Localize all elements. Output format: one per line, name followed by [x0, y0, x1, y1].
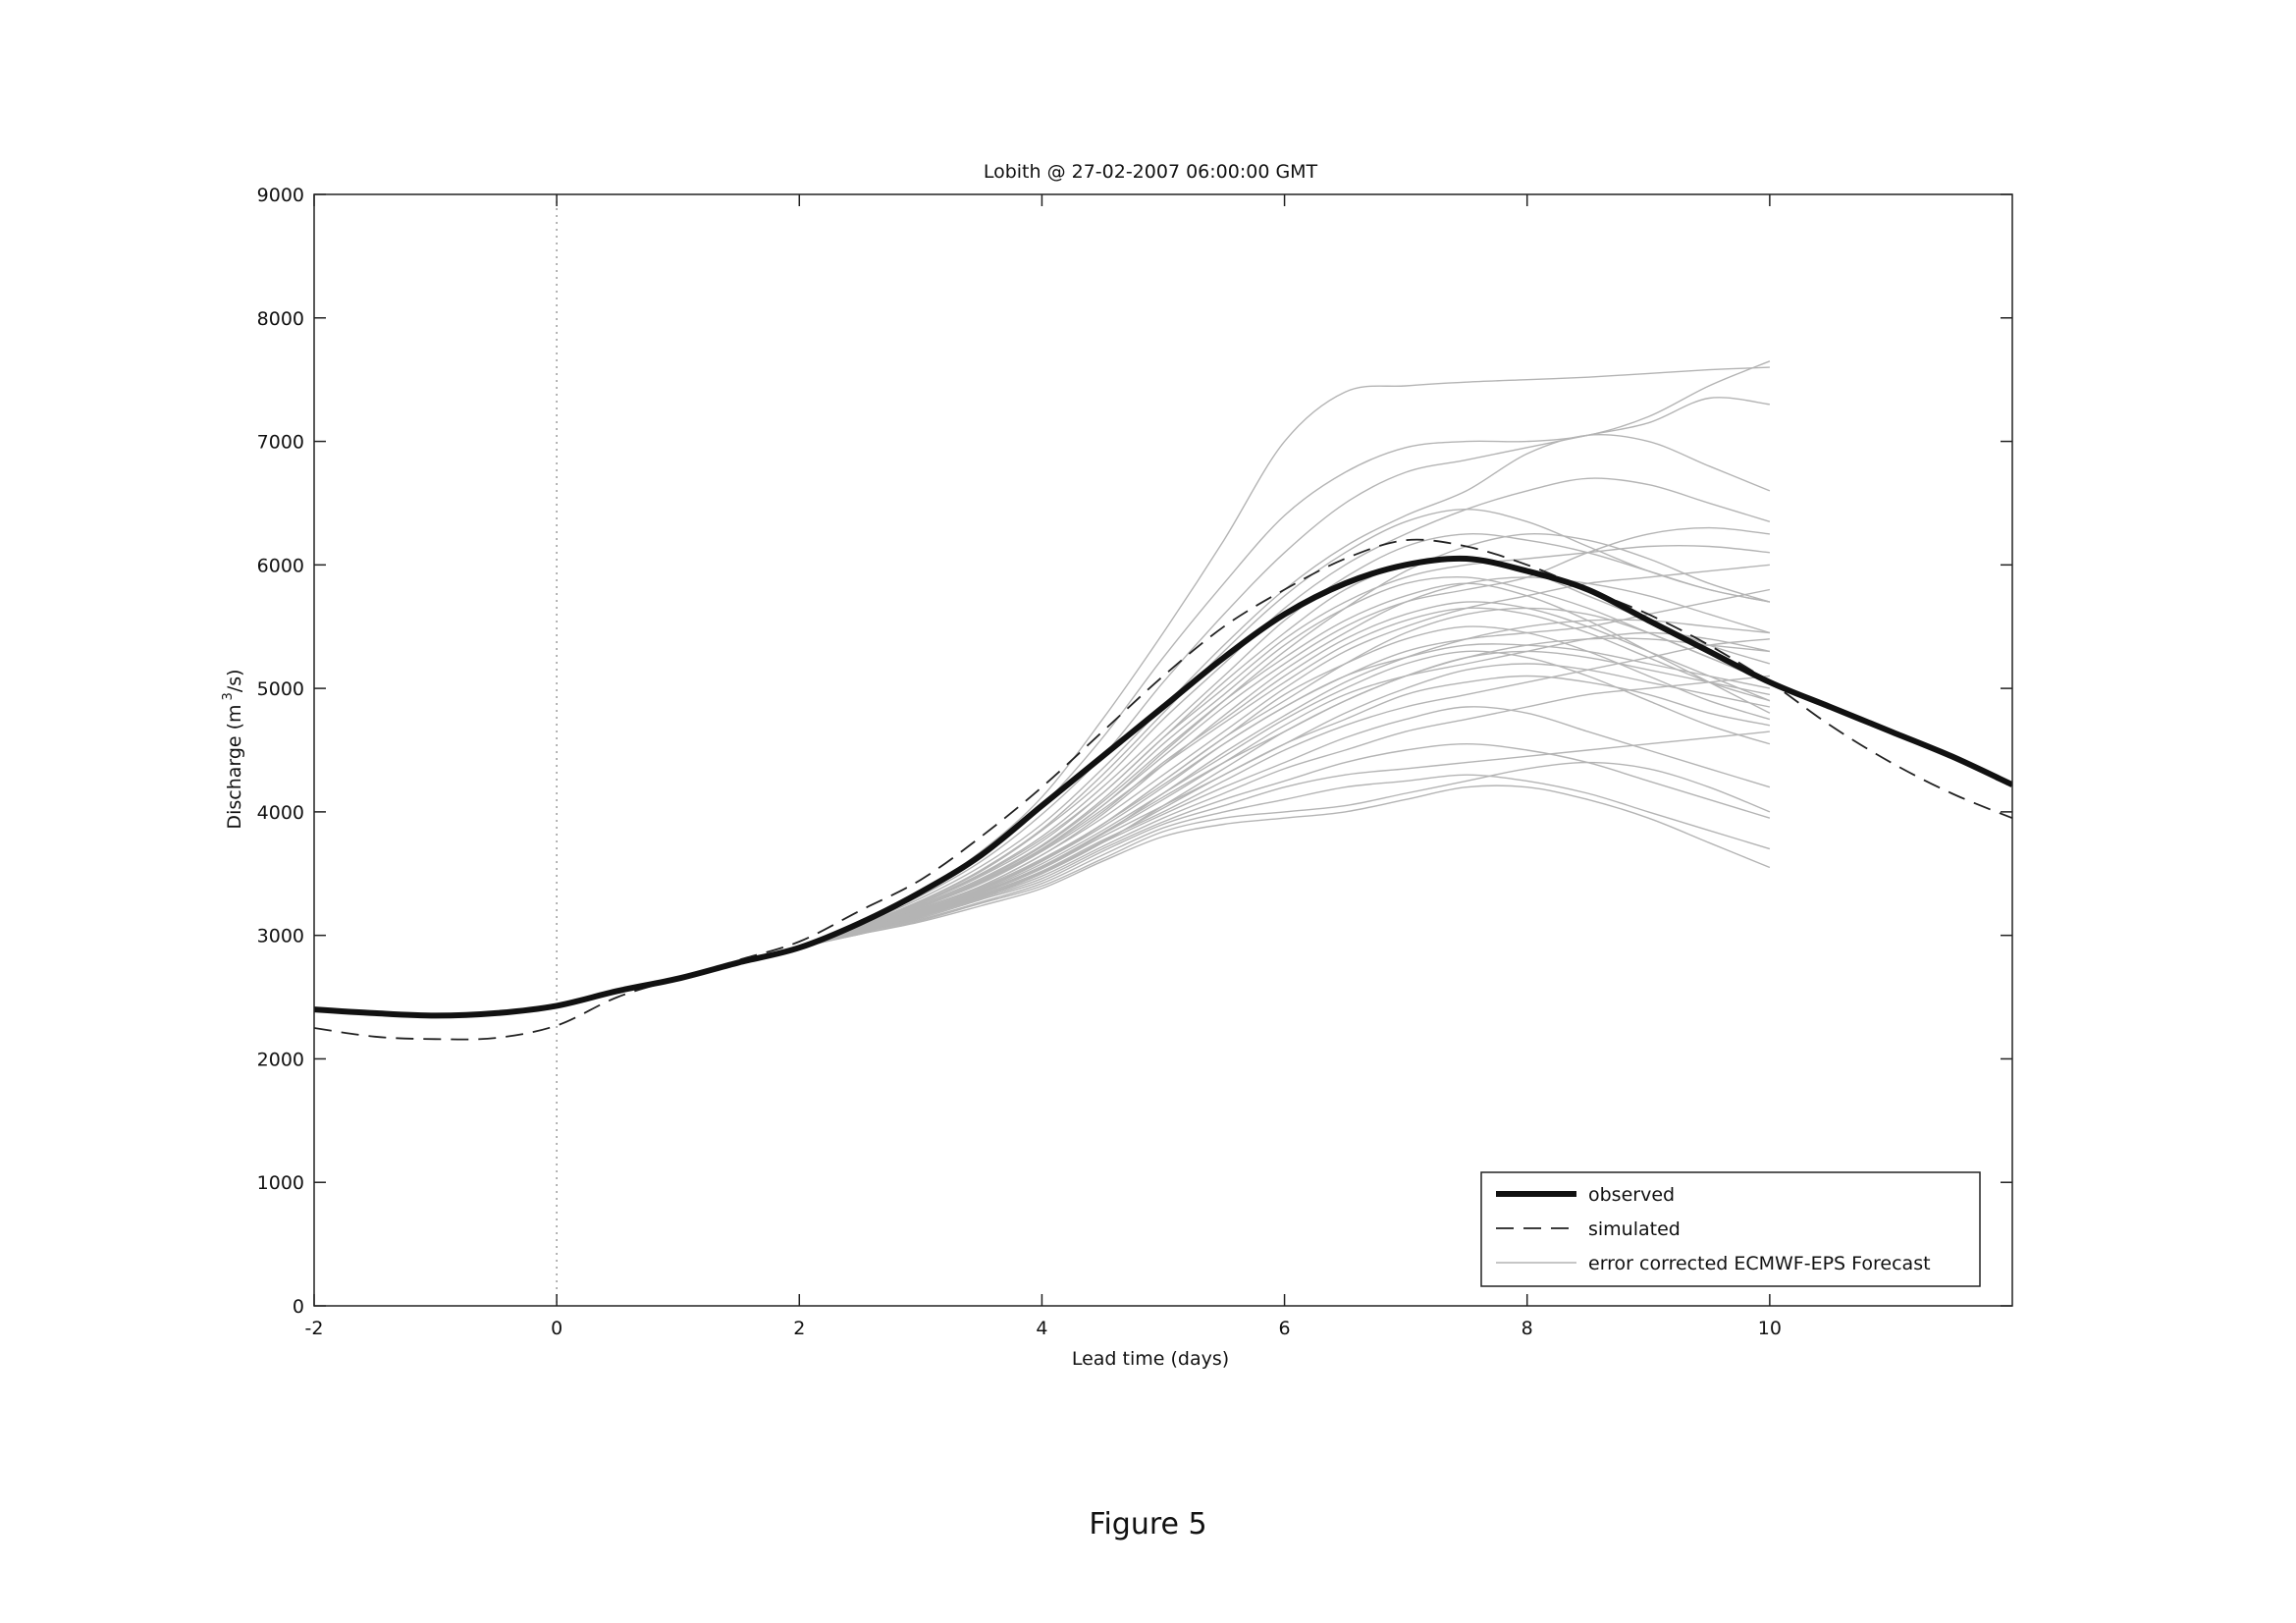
- simulated-line: [314, 538, 2012, 1041]
- ensemble-member-line-8: [556, 575, 1771, 1007]
- ensemble-member-line-22: [556, 774, 1771, 1007]
- ensemble-member-line-28: [556, 607, 1771, 1007]
- legend-label-ensemble: error corrected ECMWF-EPS Forecast: [1588, 1253, 1931, 1274]
- ensemble-member-line-32: [556, 532, 1771, 1007]
- y-tick-label: 7000: [257, 432, 304, 454]
- chart-title: Lobith @ 27-02-2007 06:00:00 GMT: [984, 161, 1318, 183]
- x-axis-label: Lead time (days): [1072, 1348, 1229, 1370]
- y-axis-label-superscript: 3: [221, 692, 236, 700]
- ensemble-member-line-2: [556, 360, 1771, 1007]
- ensemble-member-line-15: [556, 631, 1771, 1007]
- legend-label-observed: observed: [1588, 1184, 1675, 1206]
- observed-and-simulated-lines: [314, 538, 2012, 1041]
- ensemble-member-line-31: [556, 675, 1771, 1007]
- y-tick-label: 8000: [257, 308, 304, 330]
- y-tick-label: 6000: [257, 555, 304, 576]
- observed-line: [314, 555, 2012, 1019]
- ensemble-member-line-5: [556, 477, 1771, 1007]
- x-tick-label: 4: [1036, 1318, 1047, 1339]
- x-tick-label: -2: [305, 1318, 324, 1339]
- y-tick-label: 9000: [257, 185, 304, 206]
- ensemble-member-line-33: [556, 576, 1771, 1007]
- x-tick-label: 2: [793, 1318, 805, 1339]
- ensemble-member-line-36: [556, 637, 1770, 1007]
- plot-frame: [313, 193, 2013, 1307]
- chart-legend: observed simulated error corrected ECMWF…: [1480, 1171, 1981, 1287]
- legend-label-simulated: simulated: [1588, 1218, 1681, 1240]
- x-tick-label: 0: [551, 1318, 562, 1339]
- ensemble-member-line-16: [556, 663, 1771, 1007]
- x-tick-label: 6: [1279, 1318, 1291, 1339]
- y-tick-label: 5000: [257, 678, 304, 700]
- ensemble-member-line-19: [556, 675, 1770, 1007]
- ensemble-member-line-10: [556, 601, 1771, 1007]
- ensemble-member-line-35: [556, 619, 1770, 1007]
- ensemble-member-line-34: [556, 607, 1771, 1007]
- y-tick-label: 0: [293, 1296, 304, 1318]
- ensemble-member-line-7: [556, 558, 1771, 1007]
- plot-axes: [313, 193, 2013, 1307]
- y-tick-label: 1000: [257, 1172, 304, 1194]
- ensemble-member-line-27: [556, 582, 1771, 1007]
- x-tick-label: 8: [1522, 1318, 1533, 1339]
- ensemble-member-line-3: [556, 397, 1770, 1007]
- y-tick-label: 4000: [257, 802, 304, 824]
- ensemble-member-line-9: [556, 526, 1770, 1007]
- y-axis-label-tail: /s): [224, 669, 245, 692]
- ensemble-member-line-20: [556, 742, 1771, 1007]
- ensemble-member-line-1: [556, 366, 1770, 1007]
- ensemble-member-line-6: [556, 533, 1771, 1007]
- y-tick-label: 3000: [257, 926, 304, 947]
- y-axis-label: Discharge (m 3/s): [221, 669, 245, 829]
- figure-caption: Figure 5: [1089, 1507, 1207, 1542]
- y-axis-label-main: Discharge (m: [224, 704, 245, 829]
- y-tick-label: 2000: [257, 1049, 304, 1070]
- tick-labels: -2 0 2 4 6 8 100100020003000400050006000700080…: [257, 185, 1782, 1339]
- ensemble-member-line-12: [556, 625, 1771, 1007]
- ensemble-forecast-lines: [556, 360, 1771, 1007]
- x-tick-label: 10: [1758, 1318, 1782, 1339]
